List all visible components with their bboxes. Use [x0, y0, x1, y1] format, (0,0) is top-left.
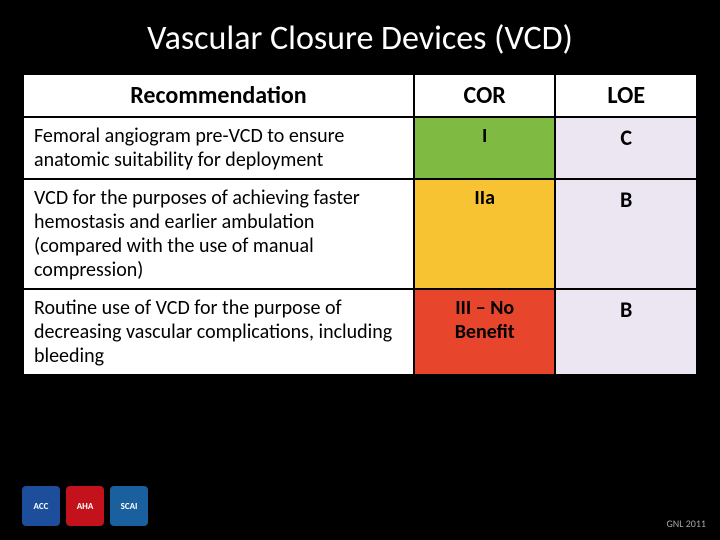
cell-recommendation: VCD for the purposes of achieving faster…: [23, 179, 414, 289]
col-header-recommendation: Recommendation: [23, 74, 414, 117]
cell-cor: I: [414, 117, 556, 179]
logo-aha: AHA: [66, 486, 104, 526]
page-title: Vascular Closure Devices (VCD): [0, 0, 720, 73]
cell-recommendation: Routine use of VCD for the purpose of de…: [23, 289, 414, 375]
table-row: Femoral angiogram pre-VCD to ensure anat…: [23, 117, 697, 179]
cell-cor: III – No Benefit: [414, 289, 556, 375]
logo-acc: ACC: [22, 486, 60, 526]
cell-loe: C: [555, 117, 697, 179]
table-header-row: Recommendation COR LOE: [23, 74, 697, 117]
col-header-loe: LOE: [555, 74, 697, 117]
cell-cor: IIa: [414, 179, 556, 289]
source-note: GNL 2011: [666, 517, 706, 530]
cell-loe: B: [555, 289, 697, 375]
footer-logos: ACC AHA SCAI: [22, 486, 148, 526]
recommendations-table: Recommendation COR LOE Femoral angiogram…: [22, 73, 698, 376]
col-header-cor: COR: [414, 74, 556, 117]
table-row: Routine use of VCD for the purpose of de…: [23, 289, 697, 375]
logo-scai: SCAI: [110, 486, 148, 526]
cell-loe: B: [555, 179, 697, 289]
table-row: VCD for the purposes of achieving faster…: [23, 179, 697, 289]
cell-recommendation: Femoral angiogram pre-VCD to ensure anat…: [23, 117, 414, 179]
